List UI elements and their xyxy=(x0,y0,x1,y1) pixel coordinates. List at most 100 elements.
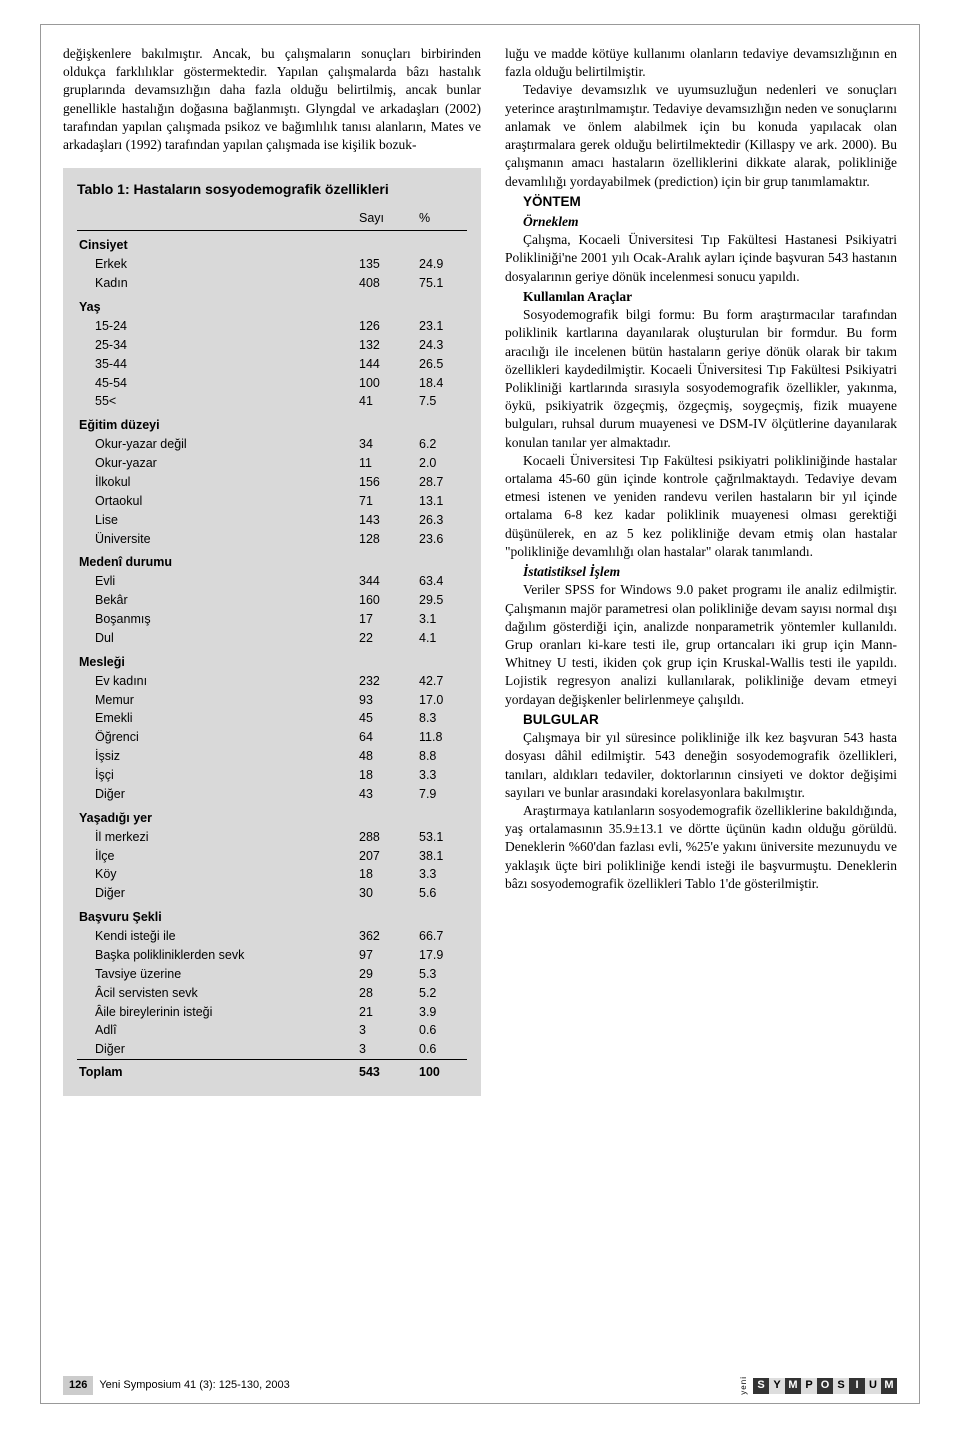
row-count: 344 xyxy=(357,572,417,591)
row-count: 232 xyxy=(357,672,417,691)
row-percent: 4.1 xyxy=(417,629,467,648)
col-header-count: Sayı xyxy=(357,209,417,231)
table-row: 15-2412623.1 xyxy=(77,317,467,336)
table-row: Adlî30.6 xyxy=(77,1021,467,1040)
row-percent: 29.5 xyxy=(417,591,467,610)
row-count: 132 xyxy=(357,336,417,355)
row-label: Ortaokul xyxy=(77,492,357,511)
heading-orneklem: Örneklem xyxy=(505,213,897,231)
row-label: Boşanmış xyxy=(77,610,357,629)
row-percent: 26.5 xyxy=(417,355,467,374)
row-label: İlkokul xyxy=(77,473,357,492)
two-column-layout: değişkenlere bakılmıştır. Ancak, bu çalı… xyxy=(63,45,897,1096)
row-label: Kadın xyxy=(77,274,357,293)
table-row: 45-5410018.4 xyxy=(77,374,467,393)
row-percent: 38.1 xyxy=(417,847,467,866)
table-row: Diğer437.9 xyxy=(77,785,467,804)
row-percent: 11.8 xyxy=(417,728,467,747)
row-percent: 6.2 xyxy=(417,435,467,454)
row-percent: 23.6 xyxy=(417,530,467,549)
row-percent: 26.3 xyxy=(417,511,467,530)
row-count: 21 xyxy=(357,1003,417,1022)
total-p: 100 xyxy=(417,1060,467,1082)
table-row: Memur9317.0 xyxy=(77,691,467,710)
heading-bulgular: BULGULAR xyxy=(505,711,897,729)
row-percent: 8.3 xyxy=(417,709,467,728)
row-count: 126 xyxy=(357,317,417,336)
row-percent: 0.6 xyxy=(417,1021,467,1040)
row-label: Âcil servisten sevk xyxy=(77,984,357,1003)
table-row: Bekâr16029.5 xyxy=(77,591,467,610)
row-label: 55< xyxy=(77,392,357,411)
table-row: İlçe20738.1 xyxy=(77,847,467,866)
body-paragraph: Çalışma, Kocaeli Üniversitesi Tıp Fakült… xyxy=(505,231,897,286)
table-section-label: Yaş xyxy=(77,293,467,317)
row-count: 156 xyxy=(357,473,417,492)
right-column: luğu ve madde kötüye kullanımı olanların… xyxy=(505,45,897,1096)
row-percent: 13.1 xyxy=(417,492,467,511)
journal-citation: Yeni Symposium 41 (3): 125-130, 2003 xyxy=(99,1378,289,1393)
row-count: 22 xyxy=(357,629,417,648)
row-percent: 63.4 xyxy=(417,572,467,591)
row-percent: 3.3 xyxy=(417,766,467,785)
row-label: 15-24 xyxy=(77,317,357,336)
table-row: İşçi183.3 xyxy=(77,766,467,785)
logo-letter: S xyxy=(833,1378,849,1394)
table-section-label: Eğitim düzeyi xyxy=(77,411,467,435)
row-label: 35-44 xyxy=(77,355,357,374)
row-label: Diğer xyxy=(77,785,357,804)
row-count: 18 xyxy=(357,766,417,785)
logo-letter: M xyxy=(785,1378,801,1394)
row-count: 100 xyxy=(357,374,417,393)
logo-letter: I xyxy=(849,1378,865,1394)
row-count: 160 xyxy=(357,591,417,610)
table-title: Tablo 1: Hastaların sosyodemografik özel… xyxy=(77,180,467,198)
row-label: Okur-yazar değil xyxy=(77,435,357,454)
table-row: Erkek13524.9 xyxy=(77,255,467,274)
row-percent: 17.0 xyxy=(417,691,467,710)
total-n: 543 xyxy=(357,1060,417,1082)
row-count: 135 xyxy=(357,255,417,274)
row-label: Lise xyxy=(77,511,357,530)
row-label: İlçe xyxy=(77,847,357,866)
row-percent: 18.4 xyxy=(417,374,467,393)
table-row: Emekli458.3 xyxy=(77,709,467,728)
table-row: Başka polikliniklerden sevk9717.9 xyxy=(77,946,467,965)
row-percent: 8.8 xyxy=(417,747,467,766)
body-paragraph: Sosyodemografik bilgi formu: Bu form ara… xyxy=(505,306,897,452)
row-count: 64 xyxy=(357,728,417,747)
body-paragraph: luğu ve madde kötüye kullanımı olanların… xyxy=(505,45,897,81)
row-count: 3 xyxy=(357,1040,417,1059)
table-row: Okur-yazar112.0 xyxy=(77,454,467,473)
body-paragraph: Araştırmaya katılanların sosyodemografik… xyxy=(505,802,897,893)
table-row: Kadın40875.1 xyxy=(77,274,467,293)
table-row: 55<417.5 xyxy=(77,392,467,411)
table-row: Diğer305.6 xyxy=(77,884,467,903)
logo-letter: M xyxy=(881,1378,897,1394)
table-header-row: Sayı % xyxy=(77,209,467,231)
table-section-label: Cinsiyet xyxy=(77,231,467,255)
table-row: Diğer30.6 xyxy=(77,1040,467,1059)
row-count: 93 xyxy=(357,691,417,710)
table-row: 25-3413224.3 xyxy=(77,336,467,355)
table-row: Köy183.3 xyxy=(77,865,467,884)
table-section-label: Medenî durumu xyxy=(77,548,467,572)
row-percent: 42.7 xyxy=(417,672,467,691)
logo-letter: Y xyxy=(769,1378,785,1394)
row-percent: 66.7 xyxy=(417,927,467,946)
row-count: 29 xyxy=(357,965,417,984)
row-count: 97 xyxy=(357,946,417,965)
table-row: Âile bireylerinin isteği213.9 xyxy=(77,1003,467,1022)
row-percent: 23.1 xyxy=(417,317,467,336)
logo-letter: U xyxy=(865,1378,881,1394)
row-count: 43 xyxy=(357,785,417,804)
table-row: İşsiz488.8 xyxy=(77,747,467,766)
row-count: 18 xyxy=(357,865,417,884)
row-percent: 17.9 xyxy=(417,946,467,965)
row-count: 408 xyxy=(357,274,417,293)
row-label: İşçi xyxy=(77,766,357,785)
table-row: Ortaokul7113.1 xyxy=(77,492,467,511)
row-percent: 5.2 xyxy=(417,984,467,1003)
footer-left: 126 Yeni Symposium 41 (3): 125-130, 2003 xyxy=(63,1376,290,1395)
logo-prefix: yeni xyxy=(739,1376,750,1395)
